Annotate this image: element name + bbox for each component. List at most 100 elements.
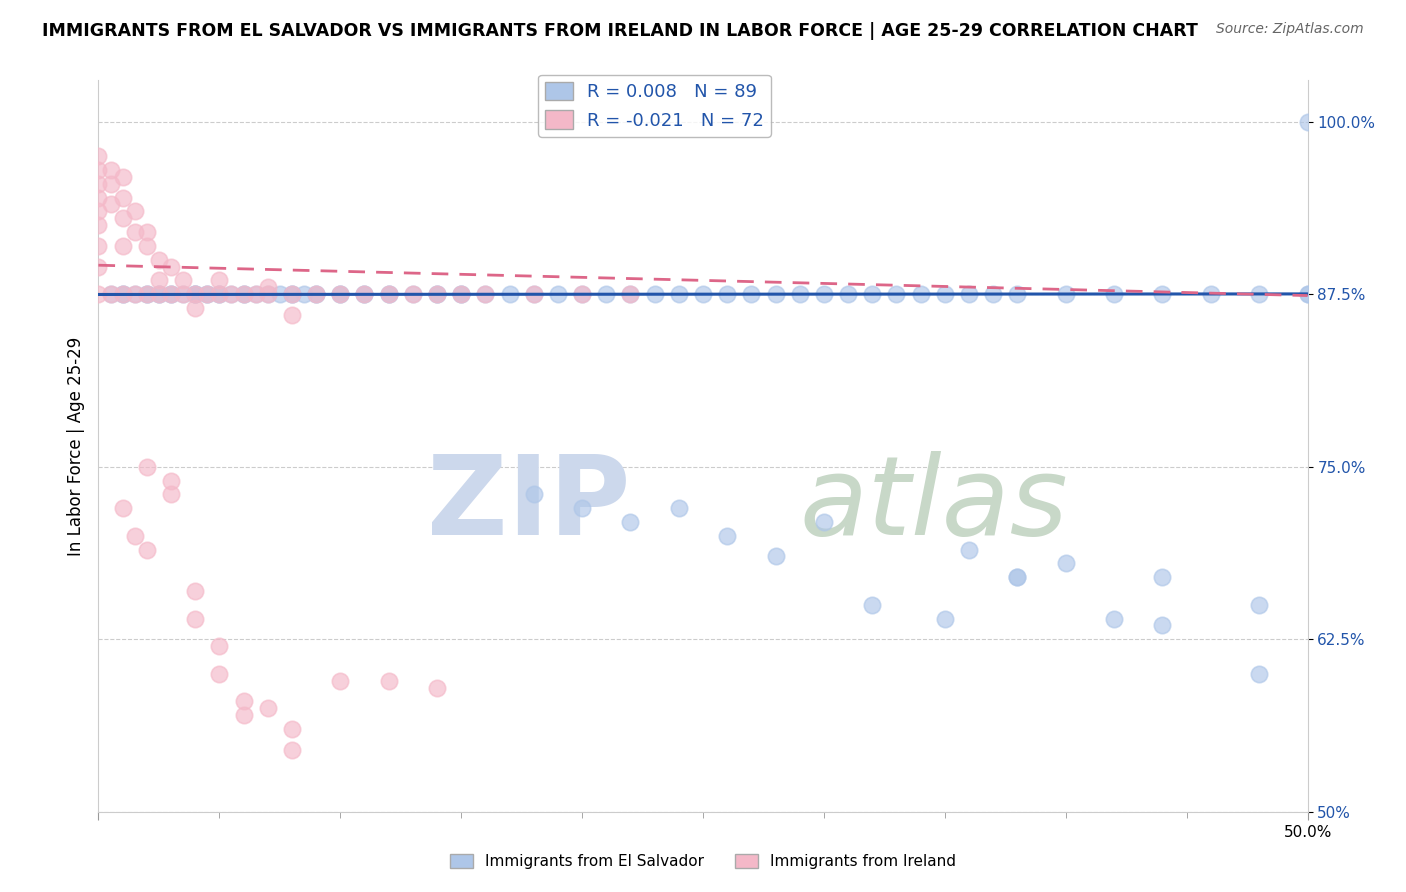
Point: [668, 287, 690, 301]
Point: [111, 287, 134, 301]
Point: [571, 501, 593, 516]
Point: [281, 722, 304, 736]
Point: [860, 598, 883, 612]
Point: [160, 287, 183, 301]
Point: [124, 529, 146, 543]
Point: [221, 287, 243, 301]
Point: [1249, 666, 1271, 681]
Point: [957, 542, 980, 557]
Point: [281, 308, 304, 322]
Point: [450, 287, 472, 301]
Point: [221, 287, 243, 301]
Point: [184, 287, 207, 301]
Point: [100, 287, 122, 301]
Point: [111, 191, 134, 205]
Point: [135, 225, 157, 239]
Point: [232, 287, 254, 301]
Point: [87, 287, 110, 301]
Text: atlas: atlas: [800, 451, 1069, 558]
Point: [426, 287, 449, 301]
Point: [740, 287, 762, 301]
Point: [450, 287, 472, 301]
Point: [353, 287, 375, 301]
Point: [245, 287, 267, 301]
Point: [426, 681, 449, 695]
Point: [1152, 618, 1174, 632]
Point: [305, 287, 328, 301]
Point: [595, 287, 617, 301]
Point: [934, 287, 956, 301]
Point: [87, 260, 110, 274]
Point: [668, 501, 690, 516]
Point: [1296, 287, 1319, 301]
Point: [765, 287, 787, 301]
Point: [426, 287, 449, 301]
Point: [523, 487, 546, 501]
Point: [353, 287, 375, 301]
Point: [100, 177, 122, 191]
Point: [813, 287, 835, 301]
Point: [87, 204, 110, 219]
Point: [860, 287, 883, 301]
Point: [111, 287, 134, 301]
Point: [619, 515, 641, 529]
Point: [111, 169, 134, 184]
Point: [172, 273, 194, 287]
Point: [1152, 287, 1174, 301]
Point: [1054, 287, 1077, 301]
Point: [87, 218, 110, 232]
Point: [910, 287, 932, 301]
Point: [208, 273, 231, 287]
Point: [124, 287, 146, 301]
Point: [208, 287, 231, 301]
Point: [87, 177, 110, 191]
Point: [619, 287, 641, 301]
Point: [87, 239, 110, 253]
Point: [523, 287, 546, 301]
Point: [292, 287, 315, 301]
Point: [813, 515, 835, 529]
Point: [87, 163, 110, 178]
Point: [111, 501, 134, 516]
Legend: R = 0.008   N = 89, R = -0.021   N = 72: R = 0.008 N = 89, R = -0.021 N = 72: [538, 75, 770, 136]
Point: [281, 742, 304, 756]
Point: [195, 287, 218, 301]
Point: [184, 287, 207, 301]
Point: [148, 273, 170, 287]
Point: [124, 225, 146, 239]
Point: [100, 197, 122, 211]
Point: [111, 211, 134, 226]
Point: [1007, 570, 1029, 584]
Point: [1007, 287, 1029, 301]
Point: [281, 287, 304, 301]
Point: [256, 701, 278, 715]
Text: Source: ZipAtlas.com: Source: ZipAtlas.com: [1216, 22, 1364, 37]
Point: [87, 191, 110, 205]
Point: [124, 204, 146, 219]
Point: [160, 287, 183, 301]
Point: [377, 287, 399, 301]
Point: [765, 549, 787, 564]
Point: [256, 287, 278, 301]
Point: [135, 239, 157, 253]
Point: [245, 287, 267, 301]
Legend: Immigrants from El Salvador, Immigrants from Ireland: Immigrants from El Salvador, Immigrants …: [444, 848, 962, 875]
Point: [619, 287, 641, 301]
Point: [232, 287, 254, 301]
Point: [329, 287, 352, 301]
Text: ZIP: ZIP: [427, 451, 630, 558]
Point: [148, 252, 170, 267]
Point: [402, 287, 425, 301]
Point: [148, 287, 170, 301]
Point: [111, 287, 134, 301]
Point: [377, 287, 399, 301]
Point: [377, 673, 399, 688]
Point: [934, 611, 956, 625]
Point: [1296, 114, 1319, 128]
Point: [329, 287, 352, 301]
Point: [281, 287, 304, 301]
Point: [329, 287, 352, 301]
Point: [1102, 287, 1125, 301]
Point: [135, 287, 157, 301]
Point: [474, 287, 496, 301]
